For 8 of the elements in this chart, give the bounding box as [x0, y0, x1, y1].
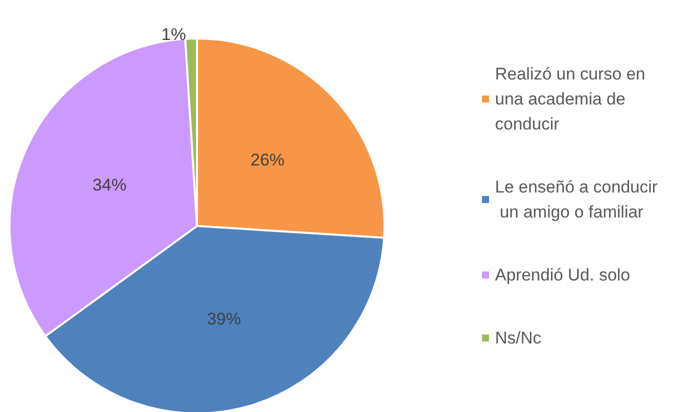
legend-label: Ns/Nc	[495, 328, 542, 348]
legend-label: Realizó un curso en una academia de conducir	[495, 64, 650, 134]
legend-label: Aprendió Ud. solo	[495, 266, 630, 284]
data-label: 26%	[250, 150, 285, 170]
data-label: 1%	[161, 25, 186, 44]
data-label: 34%	[92, 175, 126, 194]
data-label: 39%	[206, 309, 241, 328]
legend-label: Le enseñó a conducir un amigo o familiar	[495, 178, 658, 222]
